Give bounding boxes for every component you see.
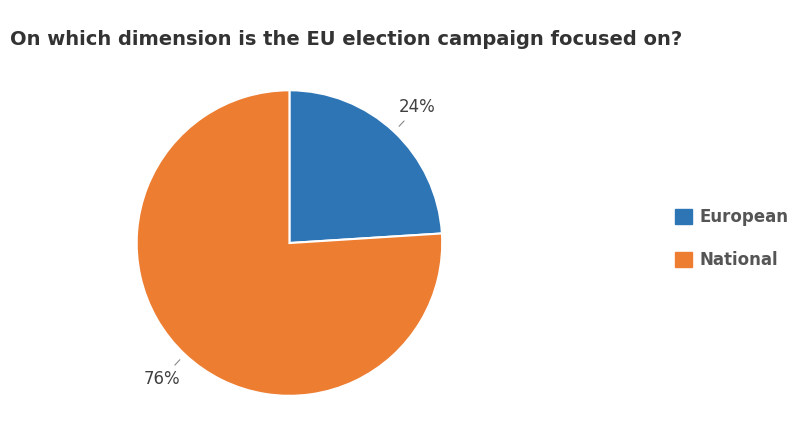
Legend: European, National: European, National [667,201,795,276]
Text: 76%: 76% [144,360,180,388]
Text: 24%: 24% [398,98,435,126]
Text: On which dimension is the EU election campaign focused on?: On which dimension is the EU election ca… [10,30,681,49]
Wedge shape [137,90,442,396]
Wedge shape [289,90,442,243]
